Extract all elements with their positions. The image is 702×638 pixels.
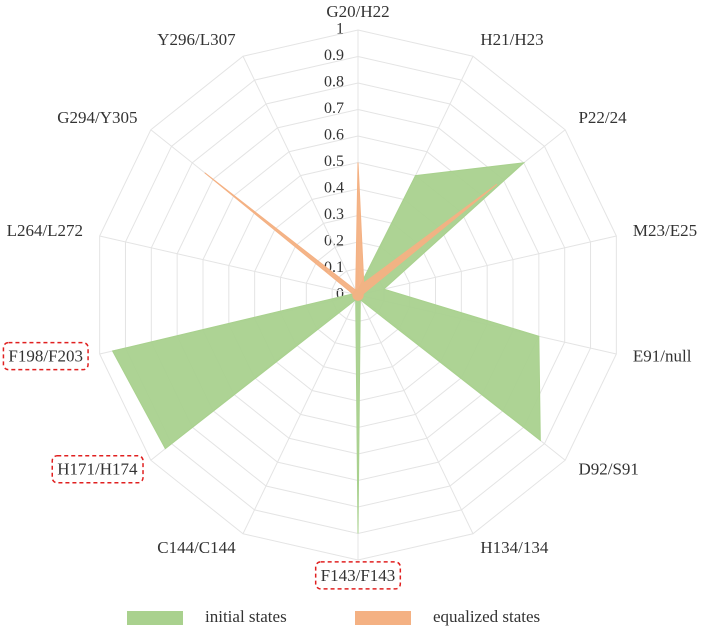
r-tick-label: 0.8	[324, 74, 344, 91]
legend-swatch	[127, 611, 183, 625]
r-tick-label: 0.3	[324, 206, 344, 223]
category-label: Y296/L307	[157, 30, 236, 49]
category-label: H134/134	[480, 538, 549, 557]
category-label: L264/L272	[7, 221, 84, 240]
highlight-box	[2, 341, 89, 371]
category-label: C144/C144	[157, 538, 236, 557]
r-tick-label: 1	[336, 21, 344, 38]
category-label: D92/S91	[578, 460, 638, 479]
r-tick-label: 0.4	[324, 180, 344, 197]
r-tick-label: 0.2	[324, 233, 344, 250]
legend-label: equalized states	[433, 607, 540, 626]
category-label: F143/F143	[321, 566, 396, 585]
r-tick-label: 0.6	[324, 127, 344, 144]
spoke	[242, 56, 359, 296]
category-label: E91/null	[633, 347, 692, 366]
spoke	[357, 235, 617, 296]
r-tick-label: 0.5	[324, 153, 344, 170]
r-tick-label: 0.7	[324, 100, 344, 117]
spoke	[357, 294, 474, 534]
category-label: F198/F203	[8, 347, 83, 366]
spoke	[242, 294, 359, 534]
r-tick-label: 0.9	[324, 47, 344, 64]
legend-swatch	[355, 611, 411, 625]
category-label: H21/H23	[480, 30, 543, 49]
r-tick-label: 0	[336, 286, 344, 303]
category-label: G294/Y305	[57, 108, 137, 127]
category-label: H171/H174	[57, 460, 138, 479]
category-label: P22/24	[578, 108, 627, 127]
category-label: G20/H22	[326, 2, 389, 21]
highlight-box	[314, 561, 402, 590]
category-label: M23/E25	[633, 221, 697, 240]
spoke	[99, 235, 359, 296]
legend-label: initial states	[205, 607, 287, 626]
radar-area	[204, 162, 498, 301]
highlight-box	[51, 454, 144, 484]
